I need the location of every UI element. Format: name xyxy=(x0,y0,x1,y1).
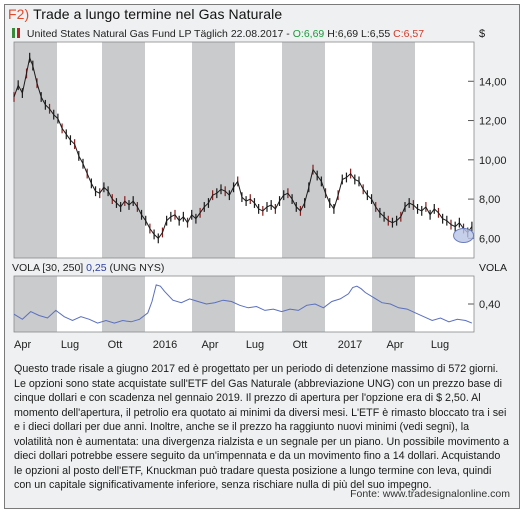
low-value: L:6,55 xyxy=(361,28,391,40)
y-tick-label: 10,00 xyxy=(479,155,507,167)
instrument-date: 22.08.2017 xyxy=(230,28,284,40)
quarter-band xyxy=(372,276,415,332)
x-tick-label: Lug xyxy=(431,339,449,351)
quarter-band xyxy=(192,276,235,332)
x-tick-label: Lug xyxy=(246,339,264,351)
x-tick-label: Apr xyxy=(14,339,31,351)
vola-panel-border xyxy=(13,275,475,333)
figure-number: F2) xyxy=(8,6,30,22)
new-low-marker xyxy=(453,227,475,243)
x-tick-label: 2016 xyxy=(153,339,177,351)
quarter-band xyxy=(372,42,415,258)
close-value: C:6,57 xyxy=(393,28,425,40)
y-tick-label: 8,00 xyxy=(479,194,500,206)
quarter-band xyxy=(282,42,325,258)
x-tick-label: Lug xyxy=(61,339,79,351)
open-value: O:6,69 xyxy=(292,28,325,40)
x-tick-label: 2017 xyxy=(338,339,362,351)
vola-line xyxy=(13,284,473,324)
vola-y-tick-label: 0,40 xyxy=(479,299,500,311)
x-tick-label: Apr xyxy=(201,339,218,351)
y-tick-label: 12,00 xyxy=(479,116,507,128)
quarter-band xyxy=(14,42,57,258)
vola-header: VOLA [30, 250] 0,25 (UNG NYS) xyxy=(12,262,164,274)
quarter-band xyxy=(192,42,235,258)
vola-symbol: (UNG NYS) xyxy=(109,262,165,274)
quarter-band xyxy=(102,276,145,332)
high-value: H:6,69 xyxy=(327,28,359,40)
x-tick-label: Ott xyxy=(293,339,308,351)
instrument-header: United States Natural Gas Fund LP Täglic… xyxy=(12,28,424,40)
vola-value: 0,25 xyxy=(86,262,107,274)
x-tick-label: Ott xyxy=(108,339,123,351)
caption-text: Questo trade risale a giugno 2017 ed è p… xyxy=(14,363,509,491)
price-line xyxy=(13,55,473,240)
candlestick-icon xyxy=(12,28,20,38)
instrument-name: United States Natural Gas Fund LP Täglic… xyxy=(26,28,228,40)
price-panel-border xyxy=(13,41,475,259)
source-credit: Fonte: www.tradesignalonline.com xyxy=(350,488,510,500)
vola-axis-label: VOLA xyxy=(479,262,508,274)
y-tick-label: 14,00 xyxy=(479,76,507,88)
quarter-band xyxy=(282,276,325,332)
quarter-band xyxy=(102,42,145,258)
vola-label: VOLA [30, 250] xyxy=(12,262,84,274)
quarter-band xyxy=(14,276,57,332)
figure-title-text: Trade a lungo termine nel Gas Naturale xyxy=(33,6,283,22)
figure-title: F2) Trade a lungo termine nel Gas Natura… xyxy=(8,6,282,22)
currency-label: $ xyxy=(479,28,486,40)
x-tick-label: Apr xyxy=(386,339,403,351)
y-tick-label: 6,00 xyxy=(479,233,500,245)
